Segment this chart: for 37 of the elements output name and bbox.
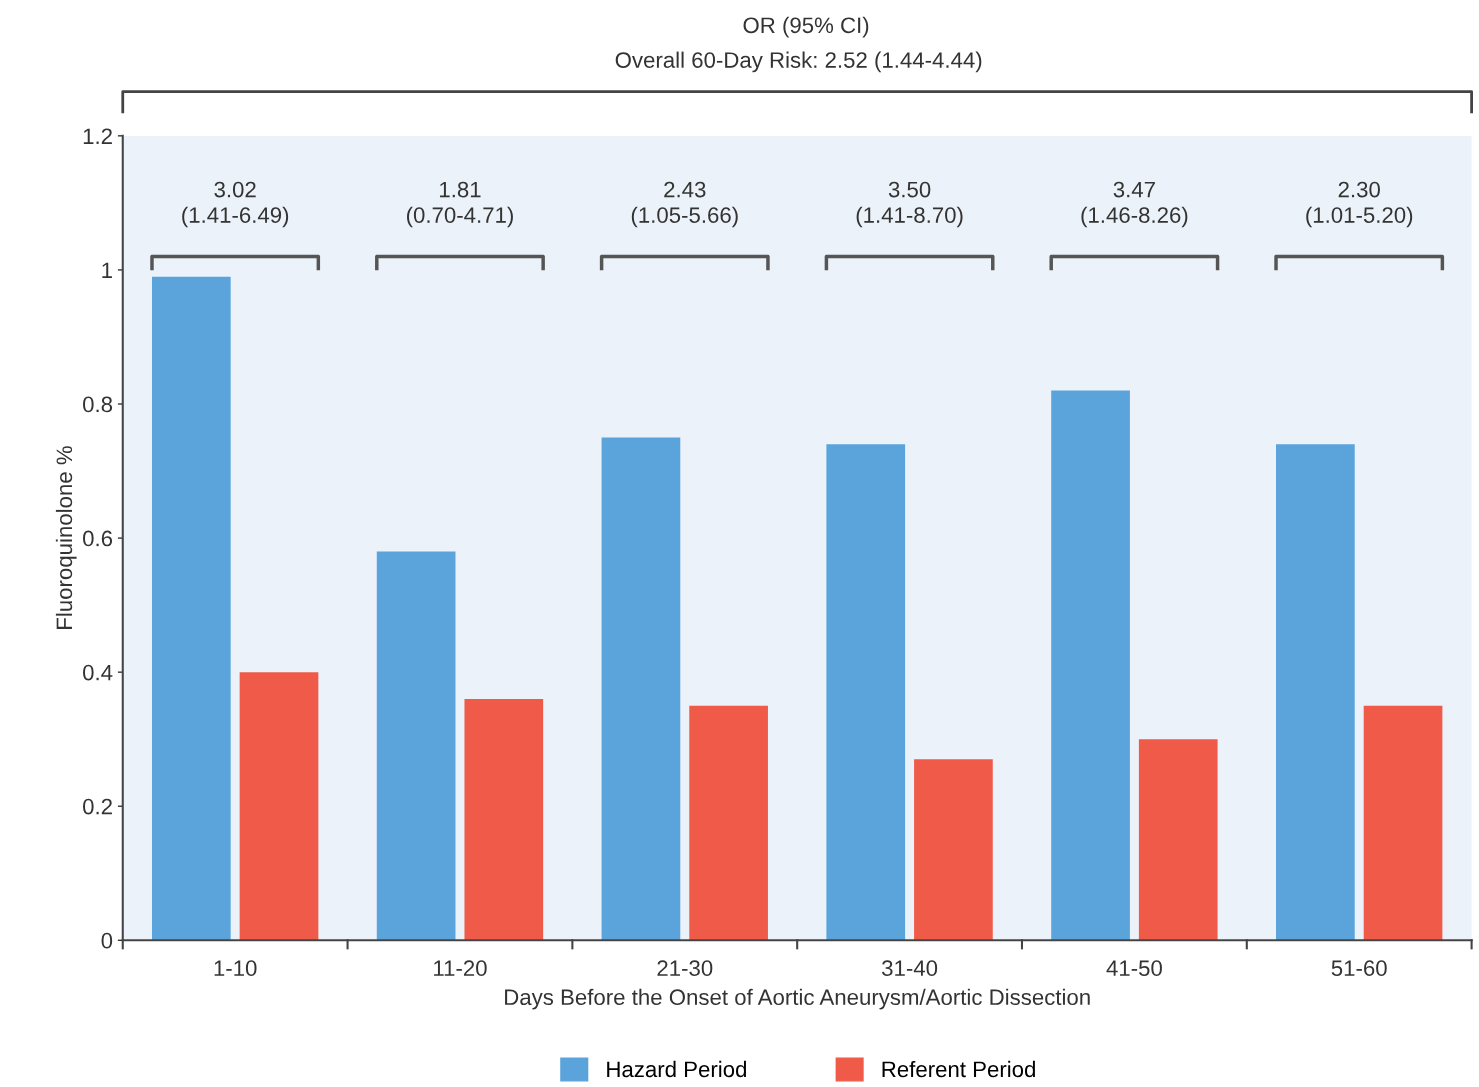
x-tick-label: 41-50 <box>1106 960 1162 977</box>
y-tick-label: 1.2 <box>83 128 112 144</box>
x-tick-label: 21-30 <box>657 960 713 977</box>
annotation: 2.43 (1.05-5.66) <box>631 181 738 228</box>
bar <box>151 276 231 941</box>
bar <box>1363 705 1443 941</box>
chart-title: OR (95% CI) <box>743 16 869 38</box>
y-tick-label: 1 <box>102 262 112 278</box>
y-tick-label: 0.2 <box>83 798 112 815</box>
bar <box>914 759 993 941</box>
y-tick-label: 0.6 <box>83 530 113 547</box>
x-tick-label: 31-40 <box>882 960 938 977</box>
annotation: 1.81 (0.70-4.71) <box>407 181 513 228</box>
annotation: 2.30 (1.01-5.20) <box>1306 181 1413 228</box>
bar <box>826 444 906 941</box>
bar <box>464 698 544 941</box>
bar <box>376 551 456 941</box>
annotation: 3.47 (1.46-8.26) <box>1081 181 1188 228</box>
chart-subtitle: Overall 60-Day Risk: 2.52 (1.44-4.44) <box>615 51 982 73</box>
bar <box>1276 444 1355 941</box>
legend-label: Referent Period <box>882 1060 1035 1078</box>
bar <box>1051 390 1130 941</box>
annotation: 3.50 (1.41-8.70) <box>856 181 963 228</box>
x-axis-title: Days Before the Onset of Aortic Aneurysm/Aortic Dissection <box>505 988 1090 1010</box>
legend-label: Hazard Period <box>607 1060 746 1078</box>
bar <box>1138 739 1218 941</box>
x-tick-label: 11-20 <box>434 960 487 977</box>
bar <box>689 705 768 941</box>
annotation: 3.02 (1.41-6.49) <box>182 181 289 228</box>
y-axis-title: Fluoroquinolone % <box>55 446 77 629</box>
y-tick-label: 0.4 <box>83 664 113 681</box>
x-tick-label: 1-10 <box>214 960 257 977</box>
bar <box>601 437 681 941</box>
y-tick-label: 0.8 <box>83 396 113 413</box>
bar <box>239 672 319 941</box>
x-tick-label: 51-60 <box>1331 960 1387 977</box>
y-tick-label: 0 <box>101 932 113 949</box>
